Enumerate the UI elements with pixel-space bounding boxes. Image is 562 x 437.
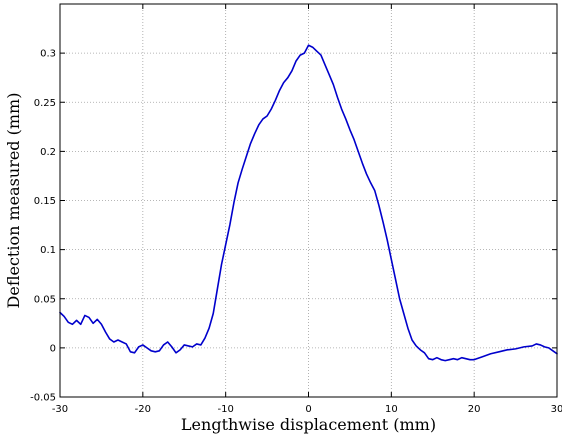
x-tick-label: 0 <box>305 404 311 415</box>
y-tick-label: 0.05 <box>34 294 56 305</box>
y-tick-label: 0 <box>50 343 56 354</box>
series-layer <box>59 44 558 362</box>
y-tick-label: 0.3 <box>40 49 56 60</box>
y-tick-label: 0.1 <box>40 245 56 256</box>
x-tick-label: -30 <box>52 404 68 415</box>
tick-labels: -30 -20 -10 0 10 20 30 -0.05 0 0.05 0.1 0.15 0.2 0.25… <box>30 49 562 415</box>
x-tick-label: 10 <box>385 404 398 415</box>
y-tick-label: 0.25 <box>34 98 56 109</box>
series-line <box>59 44 558 362</box>
y-tick-label: 0.15 <box>34 196 56 207</box>
x-tick-label: -10 <box>217 404 233 415</box>
x-tick-label: 20 <box>468 404 481 415</box>
y-axis-label: Deflection measured (mm) <box>4 93 23 309</box>
grid <box>60 4 557 397</box>
y-tick-label: -0.05 <box>30 393 56 404</box>
x-axis-label: Lengthwise displacement (mm) <box>181 415 436 434</box>
x-tick-label: -20 <box>135 404 151 415</box>
x-tick-label: 30 <box>551 404 562 415</box>
y-tick-label: 0.2 <box>40 147 56 158</box>
ticks <box>59 4 558 398</box>
